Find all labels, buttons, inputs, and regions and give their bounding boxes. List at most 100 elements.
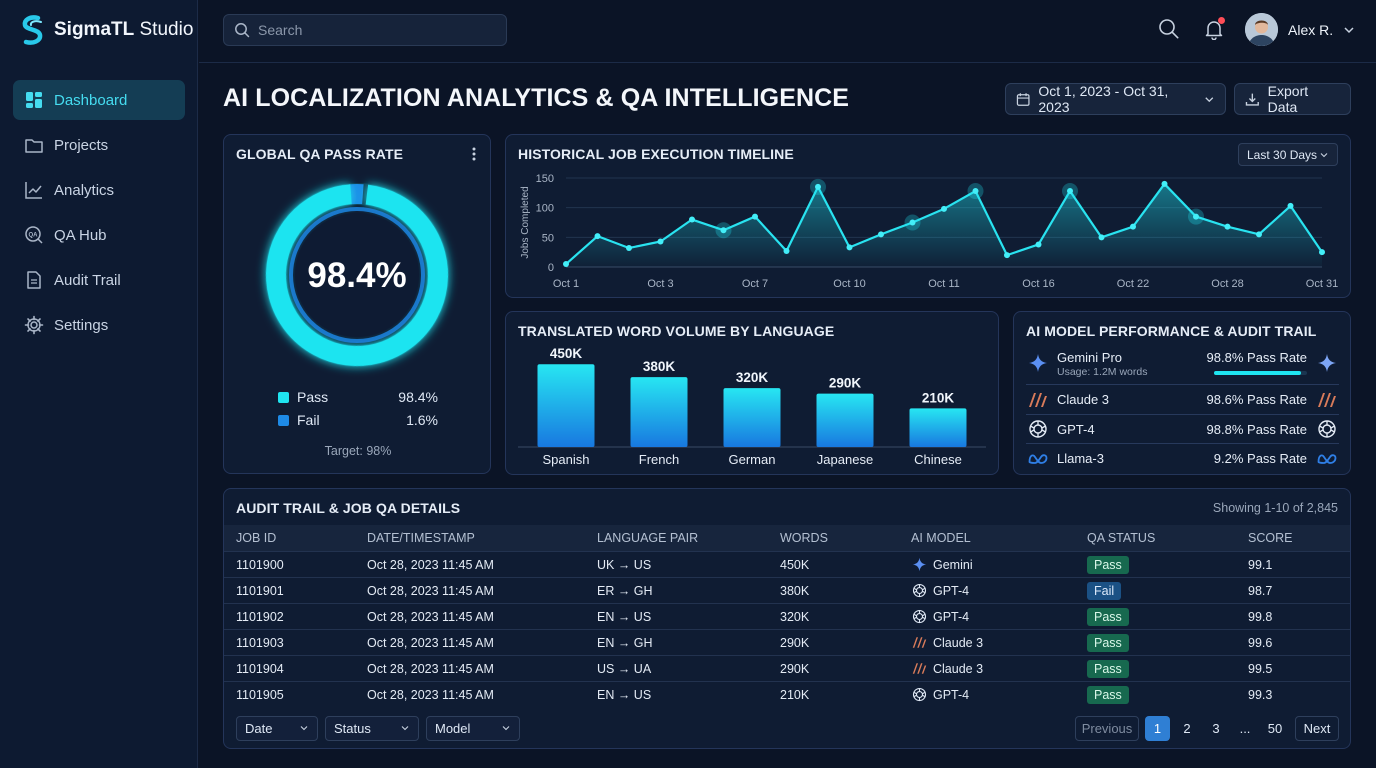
cell-score: 98.7 (1248, 584, 1273, 598)
avatar (1245, 13, 1278, 46)
openai-icon (912, 583, 927, 598)
card-title: AI MODEL PERFORMANCE & AUDIT TRAIL (1026, 323, 1317, 339)
pagination-previous[interactable]: Previous (1075, 716, 1139, 741)
range-select-label: Last 30 Days (1247, 147, 1318, 162)
column-header[interactable]: WORDS (780, 531, 828, 545)
pagination-ellipsis: ... (1239, 721, 1251, 736)
brand-name: SigmaTL Studio (54, 19, 194, 40)
pagination-page-1[interactable]: 1 (1145, 716, 1170, 741)
model-row-gpt4[interactable]: GPT-4 98.8% Pass Rate (1026, 415, 1339, 444)
gemini-icon (1029, 354, 1047, 372)
cell-score: 99.3 (1248, 688, 1273, 702)
status-badge: Pass (1087, 686, 1129, 704)
column-header[interactable]: DATE/TIMESTAMP (367, 531, 475, 545)
top-bar: Alex R. (199, 0, 1376, 63)
table-row[interactable]: 1101902 Oct 28, 2023 11:45 AM EN → US 320K G… (224, 603, 1350, 629)
sidebar-item-audit-trail[interactable]: Audit Trail (13, 260, 185, 300)
search-input[interactable] (258, 22, 488, 38)
qa-pass-rate-value: 98.4% (307, 256, 406, 295)
date-range-picker[interactable]: Oct 1, 2023 - Oct 31, 2023 (1005, 83, 1226, 115)
table-row[interactable]: 1101901 Oct 28, 2023 11:45 AM ER → GH 380K G… (224, 577, 1350, 603)
y-tick-label: 150 (536, 173, 554, 185)
data-point (563, 261, 569, 268)
y-tick-label: 100 (536, 203, 554, 215)
range-select[interactable]: Last 30 Days (1238, 143, 1338, 166)
filter-date[interactable]: Date (236, 716, 318, 741)
legend-value: 98.4% (398, 389, 438, 405)
column-header[interactable]: QA STATUS (1087, 531, 1156, 545)
data-point (1224, 223, 1231, 230)
sidebar-item-projects[interactable]: Projects (13, 125, 185, 165)
pagination-page-3[interactable]: 3 (1212, 721, 1220, 736)
notifications-button[interactable] (1203, 17, 1225, 41)
x-tick-label: Oct 10 (833, 278, 865, 290)
column-header[interactable]: AI MODEL (911, 531, 971, 545)
analytics-icon (25, 182, 42, 199)
sidebar-item-analytics[interactable]: Analytics (13, 170, 185, 210)
legend-label: Pass (297, 389, 329, 405)
x-tick-label: Chinese (914, 452, 962, 467)
search-box (223, 14, 507, 46)
card-title: GLOBAL QA PASS RATE (236, 146, 404, 162)
user-menu[interactable]: Alex R. (1245, 13, 1355, 46)
table-row[interactable]: 1101903 Oct 28, 2023 11:45 AM EN → GH 290K C… (224, 629, 1350, 655)
notification-dot (1218, 17, 1225, 24)
table-row[interactable]: 1101900 Oct 28, 2023 11:45 AM UK → US 450K G… (224, 551, 1350, 577)
export-data-button[interactable]: Export Data (1234, 83, 1351, 115)
brand[interactable]: SigmaTL Studio (20, 14, 193, 46)
qa-pass-rate-card: GLOBAL QA PASS RATE 98.4% Pass 98.4% Fai… (223, 134, 491, 474)
dashboard-icon (26, 92, 42, 108)
chevron-down-icon (502, 726, 510, 731)
bar-value-label: 380K (643, 359, 676, 374)
data-point (689, 216, 695, 223)
chevron-down-icon (401, 726, 409, 731)
column-header[interactable]: LANGUAGE PAIR (597, 531, 699, 545)
model-rate-bar-fill (1214, 371, 1302, 375)
cell-ai-model: Gemini (933, 558, 973, 572)
column-header[interactable]: SCORE (1248, 531, 1293, 545)
y-tick-label: 50 (542, 232, 554, 244)
target-label: Target: 98% (324, 444, 392, 458)
sidebar-item-label: Projects (54, 136, 109, 154)
sidebar-item-dashboard[interactable]: Dashboard (13, 80, 185, 120)
pagination-next[interactable]: Next (1295, 716, 1339, 741)
sidebar-item-settings[interactable]: Settings (13, 305, 185, 345)
table-row[interactable]: 1101905 Oct 28, 2023 11:45 AM EN → US 210K G… (224, 681, 1350, 707)
x-tick-label: Oct 1 (553, 278, 579, 290)
x-tick-label: Spanish (543, 452, 590, 467)
filter-status[interactable]: Status (325, 716, 419, 741)
cell-language-pair: ER → GH (597, 584, 653, 598)
data-point (1035, 241, 1042, 248)
table-row[interactable]: 1101904 Oct 28, 2023 11:45 AM US → UA 290K C… (224, 655, 1350, 681)
donut-pass-arc (266, 184, 448, 366)
model-row-claude[interactable]: Claude 3 98.6% Pass Rate (1026, 385, 1339, 415)
data-point (909, 219, 916, 226)
cell-ai-model: Claude 3 (933, 662, 984, 676)
sidebar: SigmaTL Studio Dashboard Projects Analyt… (0, 0, 198, 768)
pagination-page-50[interactable]: 50 (1267, 721, 1283, 736)
legend-value: 1.6% (406, 412, 438, 428)
column-header[interactable]: JOB ID (236, 531, 277, 545)
search-icon (235, 23, 250, 38)
cell-ai-model: GPT-4 (933, 610, 970, 624)
model-name: Claude 3 (1057, 392, 1110, 407)
pagination-page-2[interactable]: 2 (1183, 721, 1191, 736)
y-tick-label: 0 (548, 262, 554, 274)
x-tick-label: Oct 22 (1117, 278, 1149, 290)
cell-timestamp: Oct 28, 2023 11:45 AM (367, 688, 494, 702)
model-row-gemini[interactable]: Gemini Pro Usage: 1.2M words 98.8% Pass … (1026, 345, 1339, 385)
data-point (1004, 252, 1010, 259)
gemini-icon (912, 557, 927, 572)
qa-hub-icon: QA (25, 226, 43, 244)
model-pass-rate: 98.8% Pass Rate (1206, 350, 1307, 365)
model-row-llama[interactable]: Llama-3 9.2% Pass Rate (1026, 444, 1339, 473)
openai-icon (912, 609, 927, 624)
audit-table-card: AUDIT TRAIL & JOB QA DETAILS Showing 1-1… (223, 488, 1351, 749)
more-options-icon[interactable] (472, 147, 476, 161)
sidebar-item-qa-hub[interactable]: QA QA Hub (13, 215, 185, 255)
cell-timestamp: Oct 28, 2023 11:45 AM (367, 662, 494, 676)
cell-job-id: 1101903 (236, 636, 284, 650)
search-icon[interactable] (1158, 18, 1180, 40)
filter-model[interactable]: Model (426, 716, 520, 741)
